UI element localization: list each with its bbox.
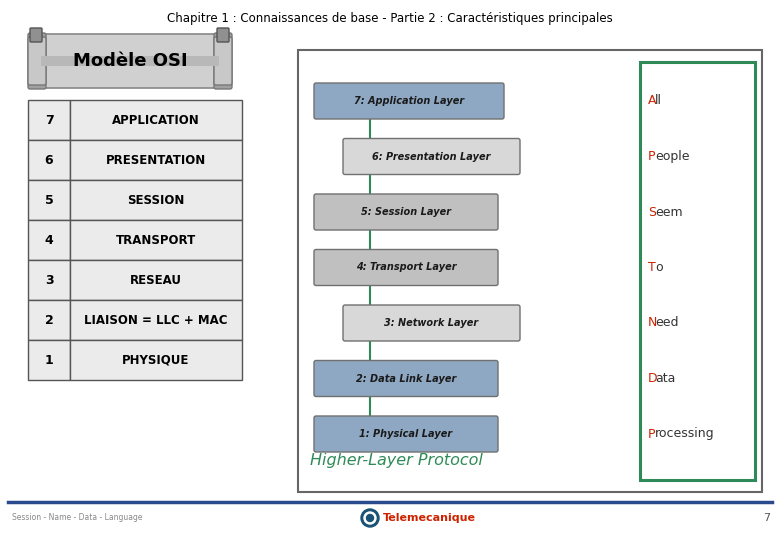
FancyBboxPatch shape bbox=[30, 28, 42, 42]
FancyBboxPatch shape bbox=[217, 28, 229, 42]
Bar bbox=[640, 62, 755, 480]
Text: o: o bbox=[655, 261, 663, 274]
Text: LIAISON = LLC + MAC: LIAISON = LLC + MAC bbox=[84, 314, 228, 327]
FancyBboxPatch shape bbox=[214, 37, 232, 85]
Bar bbox=[70, 340, 242, 380]
Text: TRANSPORT: TRANSPORT bbox=[116, 233, 196, 246]
FancyBboxPatch shape bbox=[314, 194, 498, 230]
FancyBboxPatch shape bbox=[314, 249, 498, 286]
FancyBboxPatch shape bbox=[39, 34, 221, 88]
Text: 2: Data Link Layer: 2: Data Link Layer bbox=[356, 374, 456, 383]
FancyBboxPatch shape bbox=[41, 56, 219, 66]
Text: ll: ll bbox=[655, 94, 662, 107]
Text: 7: 7 bbox=[763, 513, 770, 523]
Text: 1: Physical Layer: 1: Physical Layer bbox=[360, 429, 452, 439]
Text: Session - Name - Data - Language: Session - Name - Data - Language bbox=[12, 514, 143, 523]
Bar bbox=[70, 220, 242, 260]
Text: APPLICATION: APPLICATION bbox=[112, 113, 200, 126]
Text: 3: Network Layer: 3: Network Layer bbox=[385, 318, 479, 328]
Text: ata: ata bbox=[655, 372, 675, 385]
Text: eed: eed bbox=[655, 316, 679, 329]
Text: 3: 3 bbox=[44, 273, 53, 287]
Text: 7: Application Layer: 7: Application Layer bbox=[354, 96, 464, 106]
FancyBboxPatch shape bbox=[214, 33, 232, 89]
Circle shape bbox=[364, 512, 376, 524]
Text: RESEAU: RESEAU bbox=[130, 273, 182, 287]
Text: Chapitre 1 : Connaissances de base - Partie 2 : Caractéristiques principales: Chapitre 1 : Connaissances de base - Par… bbox=[167, 12, 613, 25]
Bar bbox=[28, 180, 70, 220]
Bar bbox=[70, 140, 242, 180]
FancyBboxPatch shape bbox=[28, 33, 46, 89]
Text: eem: eem bbox=[655, 206, 682, 219]
Text: 1: 1 bbox=[44, 354, 53, 367]
Bar bbox=[70, 260, 242, 300]
FancyBboxPatch shape bbox=[343, 305, 520, 341]
Text: 7: 7 bbox=[44, 113, 53, 126]
Text: Higher-Layer Protocol: Higher-Layer Protocol bbox=[310, 453, 483, 468]
Text: Modèle OSI: Modèle OSI bbox=[73, 52, 187, 70]
Text: rocessing: rocessing bbox=[655, 428, 714, 441]
Text: P: P bbox=[648, 150, 655, 163]
Text: 2: 2 bbox=[44, 314, 53, 327]
Text: S: S bbox=[648, 206, 656, 219]
Text: Telemecanique: Telemecanique bbox=[383, 513, 476, 523]
FancyBboxPatch shape bbox=[343, 138, 520, 174]
Text: 4: 4 bbox=[44, 233, 53, 246]
Text: PHYSIQUE: PHYSIQUE bbox=[122, 354, 190, 367]
Text: SESSION: SESSION bbox=[127, 193, 185, 206]
FancyBboxPatch shape bbox=[314, 361, 498, 396]
FancyBboxPatch shape bbox=[28, 37, 46, 85]
Circle shape bbox=[367, 515, 374, 522]
Bar bbox=[28, 220, 70, 260]
Bar bbox=[70, 300, 242, 340]
Text: 5: 5 bbox=[44, 193, 53, 206]
FancyBboxPatch shape bbox=[314, 416, 498, 452]
Text: 5: Session Layer: 5: Session Layer bbox=[361, 207, 451, 217]
Bar bbox=[28, 340, 70, 380]
Text: N: N bbox=[648, 316, 658, 329]
Text: 6: Presentation Layer: 6: Presentation Layer bbox=[372, 152, 491, 161]
Text: T: T bbox=[648, 261, 656, 274]
Text: P: P bbox=[648, 428, 655, 441]
Text: 6: 6 bbox=[44, 153, 53, 166]
Text: D: D bbox=[648, 372, 658, 385]
Bar bbox=[28, 260, 70, 300]
Text: eople: eople bbox=[655, 150, 690, 163]
Bar bbox=[70, 180, 242, 220]
FancyBboxPatch shape bbox=[314, 83, 504, 119]
Bar bbox=[70, 100, 242, 140]
Text: PRESENTATION: PRESENTATION bbox=[106, 153, 206, 166]
Bar bbox=[28, 100, 70, 140]
Text: A: A bbox=[648, 94, 657, 107]
Text: 4: Transport Layer: 4: Transport Layer bbox=[356, 262, 456, 273]
Circle shape bbox=[361, 509, 379, 527]
Bar bbox=[28, 300, 70, 340]
Bar bbox=[28, 140, 70, 180]
Bar bbox=[298, 50, 762, 492]
